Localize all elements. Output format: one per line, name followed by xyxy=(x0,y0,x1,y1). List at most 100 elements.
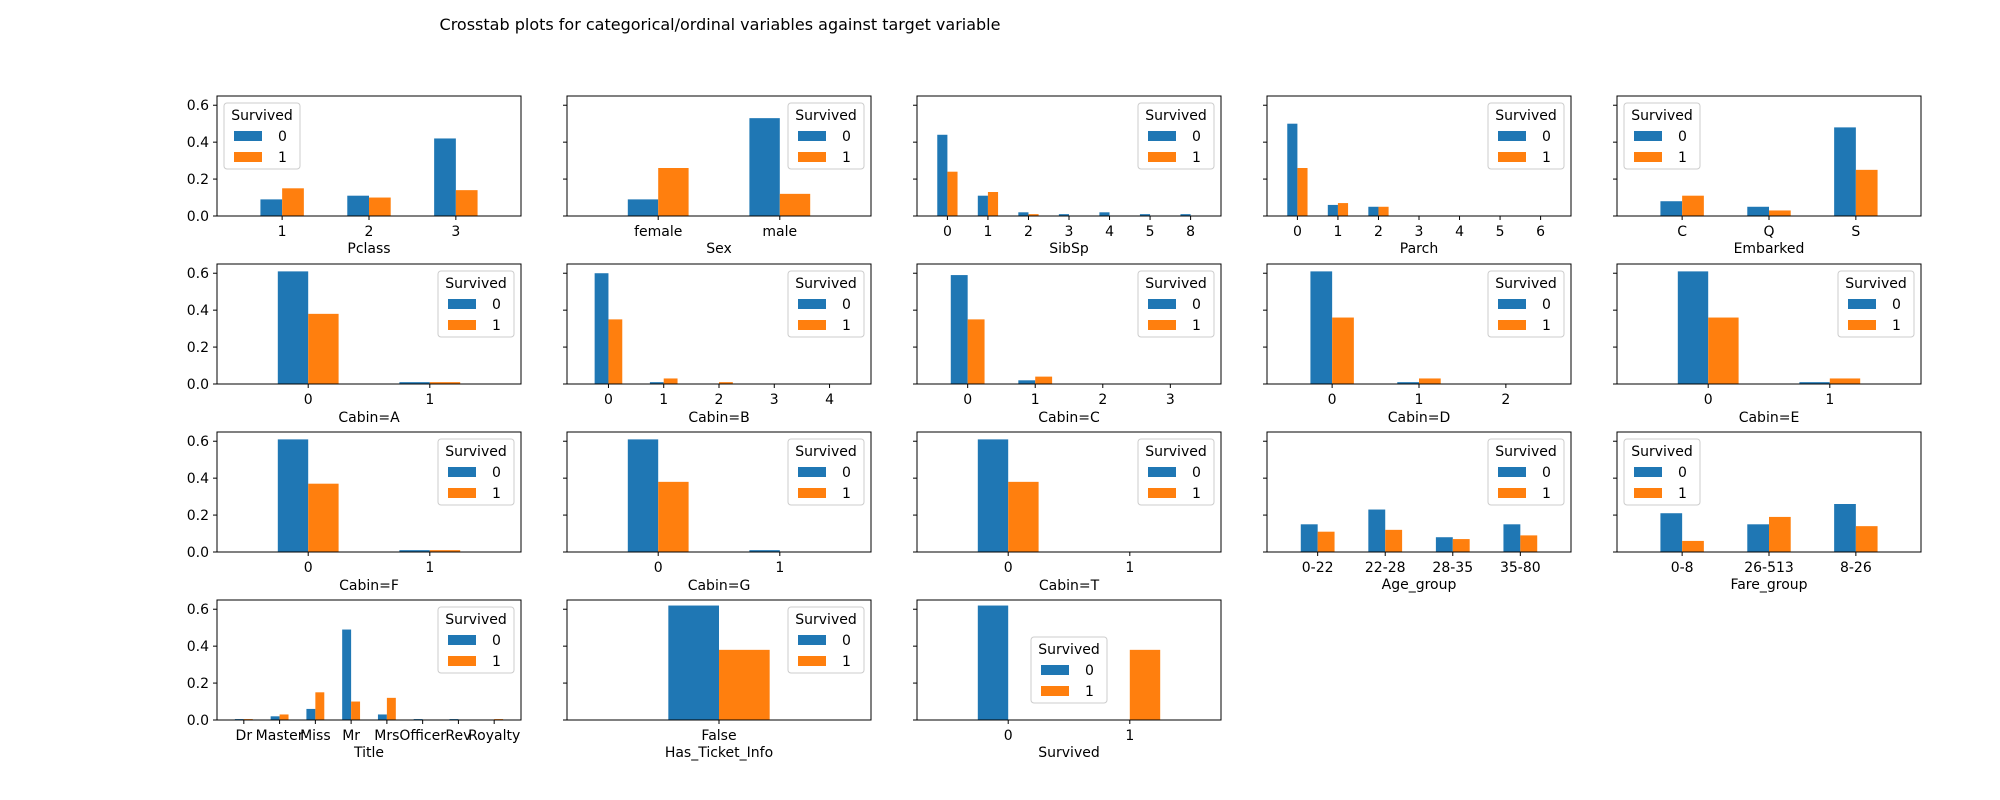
legend-label-1: 1 xyxy=(1192,150,1201,166)
bar-survived-1 xyxy=(719,382,733,384)
x-axis-label: Cabin=T xyxy=(1039,578,1100,594)
bar-survived-0 xyxy=(1660,513,1683,552)
legend-swatch-0 xyxy=(448,299,476,309)
axes-frame xyxy=(566,431,872,553)
legend-swatch-1 xyxy=(1498,320,1526,330)
legend-label-1: 1 xyxy=(842,486,851,502)
bar-survived-0 xyxy=(277,271,309,384)
bar-survived-1 xyxy=(386,697,396,720)
legend-swatch-0 xyxy=(1634,467,1662,477)
subplot-cabin-b: 0 1 2 3 4 Cabin=B Survived 0 1 xyxy=(563,263,872,426)
axes-frame xyxy=(1616,263,1922,385)
legend-swatch-0 xyxy=(798,467,826,477)
legend-title: Survived xyxy=(1495,276,1556,292)
y-tick-label: 0.0 xyxy=(187,545,209,561)
y-tick-label: 0.0 xyxy=(187,209,209,225)
bar-survived-1 xyxy=(1008,481,1039,552)
x-tick-label: 1 xyxy=(1031,392,1040,408)
legend-label-1: 1 xyxy=(492,318,501,334)
legend: Survived 0 1 xyxy=(1487,270,1565,338)
x-tick-label: Officer xyxy=(399,728,446,744)
x-tick-label: 0 xyxy=(304,560,313,576)
bar-survived-0 xyxy=(1799,382,1830,384)
bar-survived-0 xyxy=(937,134,948,216)
x-tick-label: 1 xyxy=(775,560,784,576)
legend-swatch-1 xyxy=(448,656,476,666)
legend-swatch-1 xyxy=(1041,686,1069,696)
x-tick-label: 0 xyxy=(1328,392,1337,408)
bar-survived-0 xyxy=(1747,524,1769,552)
y-tick-label: 0.4 xyxy=(187,639,209,655)
bar-survived-0 xyxy=(594,273,609,384)
subplot-cabin-a: 0 1 0.0 0.2 0.4 0.6 Cabin=A Survived 0 1 xyxy=(187,263,522,426)
legend-title: Survived xyxy=(1631,108,1692,124)
legend-label-1: 1 xyxy=(1085,684,1094,700)
legend-swatch-0 xyxy=(798,299,826,309)
legend-swatch-0 xyxy=(1848,299,1876,309)
legend-label-0: 0 xyxy=(1192,129,1201,145)
x-tick-label: 26-513 xyxy=(1744,560,1794,576)
legend-title: Survived xyxy=(1038,642,1099,658)
x-tick-label: 0 xyxy=(1293,224,1302,240)
bar-survived-0 xyxy=(277,439,309,552)
legend: Survived 0 1 xyxy=(1137,270,1215,338)
x-tick-label: 4 xyxy=(1455,224,1464,240)
bar-survived-0 xyxy=(1180,214,1191,216)
x-tick-label: Q xyxy=(1763,224,1774,240)
bar-survived-1 xyxy=(1419,378,1441,384)
axes-frame xyxy=(1266,431,1572,553)
bar-survived-0 xyxy=(347,195,369,216)
x-axis-label: Age_group xyxy=(1382,577,1457,593)
legend-label-0: 0 xyxy=(492,297,501,313)
legend-label-1: 1 xyxy=(278,150,287,166)
x-axis-label: Title xyxy=(353,745,384,761)
x-tick-label: Miss xyxy=(300,728,331,744)
bar-survived-0 xyxy=(1397,382,1419,384)
bar-survived-0 xyxy=(1018,380,1036,384)
legend-label-0: 0 xyxy=(1678,129,1687,145)
legend-swatch-1 xyxy=(798,656,826,666)
bar-survived-0 xyxy=(1834,504,1856,552)
bar-survived-1 xyxy=(369,197,391,216)
legend-swatch-1 xyxy=(1148,488,1176,498)
legend-label-0: 0 xyxy=(1085,663,1094,679)
bar-survived-1 xyxy=(1385,529,1403,552)
subplot-parch: 0 1 2 3 4 5 6 Parch Survived 0 1 xyxy=(1263,95,1572,257)
x-tick-label: 0 xyxy=(1704,392,1713,408)
legend-swatch-1 xyxy=(798,488,826,498)
x-tick-label: 2 xyxy=(1501,392,1510,408)
bar-survived-0 xyxy=(977,605,1009,720)
x-tick-label: 1 xyxy=(1415,392,1424,408)
x-axis-label: Cabin=G xyxy=(688,578,751,594)
bar-survived-1 xyxy=(351,701,361,720)
bar-survived-1 xyxy=(987,192,999,216)
legend-swatch-1 xyxy=(1848,320,1876,330)
x-axis-label: Survived xyxy=(1038,745,1099,761)
legend-label-1: 1 xyxy=(492,486,501,502)
x-tick-label: 1 xyxy=(1333,224,1342,240)
x-tick-label: 3 xyxy=(1065,224,1074,240)
bar-survived-1 xyxy=(282,188,304,216)
axes-frame xyxy=(566,95,872,217)
bar-survived-0 xyxy=(1139,214,1151,216)
y-tick-label: 0.4 xyxy=(187,303,209,319)
legend: Survived 0 1 xyxy=(787,270,865,338)
subplot-sibsp: 0 1 2 3 4 5 8 SibSp Survived 0 1 xyxy=(913,95,1222,257)
legend: Survived 0 1 xyxy=(1030,636,1108,704)
legend-title: Survived xyxy=(445,612,506,628)
legend-label-0: 0 xyxy=(1892,297,1901,313)
bar-survived-1 xyxy=(315,692,325,720)
legend: Survived 0 1 xyxy=(1487,102,1565,170)
x-tick-label: 0 xyxy=(604,392,613,408)
legend: Survived 0 1 xyxy=(1487,438,1565,506)
legend: Survived 0 1 xyxy=(1623,438,1701,506)
bar-survived-0 xyxy=(1018,212,1029,216)
subplot-survived: 0 1 Survived Survived 0 1 xyxy=(913,599,1222,761)
x-tick-label: 2 xyxy=(1374,224,1383,240)
bar-survived-1 xyxy=(1520,535,1538,552)
x-tick-label: 3 xyxy=(451,224,460,240)
x-tick-label: 1 xyxy=(659,392,668,408)
x-tick-label: 0 xyxy=(963,392,972,408)
legend-swatch-0 xyxy=(234,131,262,141)
x-tick-label: female xyxy=(634,224,682,240)
